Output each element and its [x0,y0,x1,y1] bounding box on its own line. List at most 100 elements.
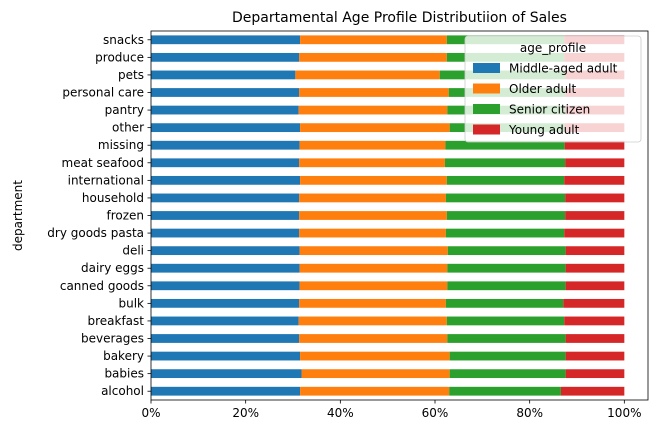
bar-frozen-older-adult [299,211,447,220]
bar-babies-senior-citizen [449,369,566,379]
bar-babies-older-adult [301,369,450,379]
x-tick-label: 0% [141,406,160,420]
bar-meat-seafood-young-adult [565,158,625,168]
bar-international-older-adult [300,175,447,185]
bar-beverages-young-adult [565,334,625,343]
y-tick-label: bakery [103,349,144,363]
bar-household-young-adult [565,193,625,203]
bar-canned-goods-middle-aged-adult [151,281,300,291]
y-tick-label: breakfast [87,314,144,328]
bar-other-middle-aged-adult [151,123,301,133]
legend-label: Senior citizen [509,103,590,117]
bar-dry-goods-pasta-young-adult [564,228,625,238]
bar-frozen-senior-citizen [446,211,566,220]
bar-bulk-young-adult [563,298,625,308]
bar-household-middle-aged-adult [151,193,300,203]
y-tick-label: produce [95,50,144,64]
bar-personal-care-older-adult [299,88,449,97]
bar-breakfast-middle-aged-adult [151,316,299,326]
bar-household-senior-citizen [445,193,566,203]
bar-dry-goods-pasta-senior-citizen [445,228,565,238]
bar-missing-older-adult [299,140,446,150]
bar-pets-older-adult [295,70,440,80]
bar-bakery-senior-citizen [449,351,566,361]
bar-beverages-middle-aged-adult [151,334,300,343]
bar-missing-young-adult [564,140,625,150]
y-tick-label: deli [122,244,144,258]
bar-pantry-middle-aged-adult [151,105,299,115]
y-tick-label: bulk [118,296,144,310]
axes-layer: alcohol babies bakery beverages breakfast bul… [47,30,649,420]
bar-breakfast-young-adult [564,316,625,326]
bar-deli-older-adult [299,246,448,256]
bar-alcohol-young-adult [560,386,625,396]
bar-frozen-young-adult [565,211,625,220]
y-tick-label: dairy eggs [81,261,144,275]
y-tick-label: missing [98,138,144,152]
bar-dairy-eggs-older-adult [299,263,448,273]
legend-swatch [473,63,500,73]
y-tick-label: alcohol [101,384,144,398]
bar-pantry-older-adult [298,105,448,115]
bar-deli-young-adult [565,246,625,256]
y-tick-label: dry goods pasta [47,226,144,240]
bar-alcohol-middle-aged-adult [151,386,301,396]
legend-box [464,35,642,143]
legend: age_profile Middle-aged adult Older adult… [464,35,642,143]
x-tick-label: 60% [422,406,449,420]
bar-dry-goods-pasta-older-adult [299,228,446,238]
bar-meat-seafood-middle-aged-adult [151,158,300,168]
bar-produce-middle-aged-adult [151,52,300,62]
bar-beverages-senior-citizen [447,334,566,343]
legend-label: Older adult [509,82,576,96]
y-tick-label: babies [104,367,144,381]
y-tick-label: other [112,121,144,135]
bar-bakery-middle-aged-adult [151,351,301,361]
y-tick-label: frozen [106,209,144,223]
bar-canned-goods-young-adult [565,281,625,291]
bar-canned-goods-older-adult [299,281,448,291]
bar-international-young-adult [564,175,625,185]
bar-alcohol-senior-citizen [449,386,561,396]
x-tick-label: 40% [327,406,354,420]
bar-other-older-adult [300,123,450,133]
bar-dry-goods-pasta-middle-aged-adult [151,228,300,238]
bar-deli-middle-aged-adult [151,246,300,256]
bar-dairy-eggs-senior-citizen [447,263,566,273]
bar-dairy-eggs-middle-aged-adult [151,263,300,273]
bar-bulk-senior-citizen [445,298,564,308]
y-tick-label: household [82,191,144,205]
y-axis-label: department [11,180,25,251]
bar-alcohol-older-adult [300,386,450,396]
bar-missing-senior-citizen [445,140,565,150]
y-tick-label: pantry [105,103,144,117]
x-tick-label: 100% [607,406,641,420]
bar-personal-care-middle-aged-adult [151,88,300,97]
bar-breakfast-older-adult [298,316,447,326]
bar-snacks-middle-aged-adult [151,35,301,45]
y-tick-label: international [68,173,144,187]
bar-dairy-eggs-young-adult [565,263,625,273]
legend-swatch [473,104,500,114]
y-tick-label: canned goods [60,279,144,293]
bar-breakfast-senior-citizen [446,316,565,326]
legend-label: Middle-aged adult [509,62,618,76]
bar-pets-middle-aged-adult [151,70,296,80]
bar-produce-older-adult [299,52,447,62]
legend-title: age_profile [520,41,586,55]
legend-swatch [473,124,500,135]
bar-household-older-adult [299,193,446,203]
y-tick-label: personal care [62,86,144,100]
bar-babies-young-adult [565,369,625,379]
bar-bakery-young-adult [565,351,625,361]
legend-swatch [473,83,500,94]
y-tick-label: meat seafood [62,156,144,170]
bar-bulk-middle-aged-adult [151,298,300,308]
y-tick-label: beverages [81,332,144,346]
bar-bulk-older-adult [299,298,446,308]
bar-international-senior-citizen [446,175,565,185]
bar-frozen-middle-aged-adult [151,211,300,220]
bar-snacks-older-adult [300,35,447,45]
bar-babies-middle-aged-adult [151,369,302,379]
